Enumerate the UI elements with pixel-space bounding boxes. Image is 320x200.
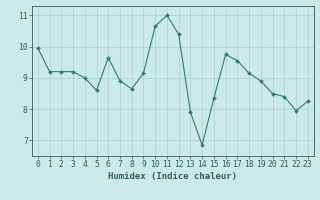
X-axis label: Humidex (Indice chaleur): Humidex (Indice chaleur): [108, 172, 237, 181]
